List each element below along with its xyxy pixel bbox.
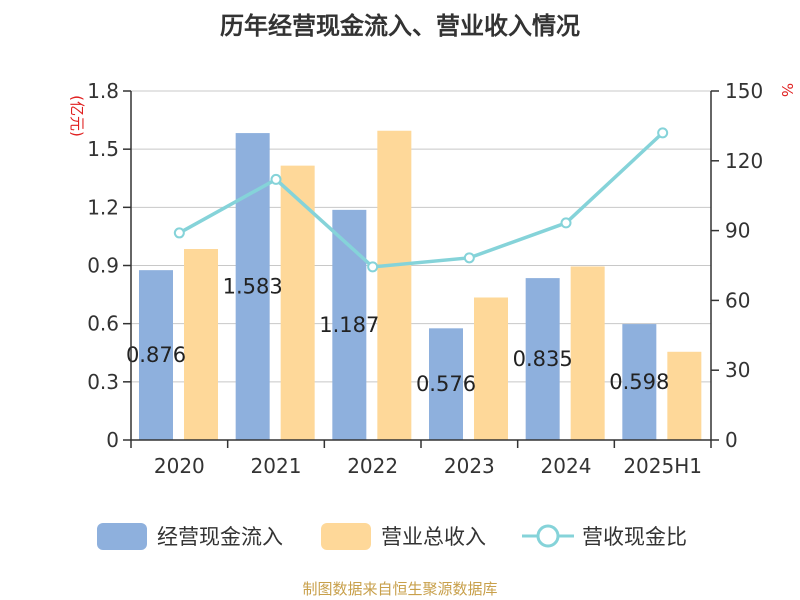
left-tick-label: 1.8 — [87, 79, 119, 103]
data-label-cash-inflow: 0.576 — [416, 372, 476, 396]
legend-swatch-cash-inflow — [97, 522, 147, 550]
data-label-cash-inflow: 0.598 — [609, 370, 669, 394]
right-tick-label: 60 — [725, 288, 750, 312]
bar-cash-inflow — [525, 278, 560, 440]
bar-revenue — [377, 130, 412, 440]
right-axis-title: % — [778, 83, 796, 97]
legend-item-ratio[interactable]: 营收现金比 — [522, 516, 687, 556]
x-tick-label: 2024 — [541, 454, 592, 478]
right-tick-label: 150 — [725, 79, 763, 103]
x-tick-label: 2022 — [347, 454, 398, 478]
right-tick-label: 120 — [725, 149, 763, 173]
bar-revenue — [474, 297, 508, 440]
legend-swatch-ratio — [522, 524, 574, 548]
legend: 经营现金流入 营业总收入 营收现金比 — [0, 516, 800, 556]
x-tick-label: 2023 — [444, 454, 495, 478]
left-tick-label: 0.9 — [87, 254, 119, 278]
left-tick-label: 1.5 — [87, 137, 119, 161]
legend-item-cash-inflow[interactable]: 经营现金流入 — [97, 516, 283, 556]
point-ratio — [657, 127, 669, 139]
left-tick-label: 1.2 — [87, 195, 119, 219]
left-tick-label: 0 — [106, 428, 119, 452]
right-tick-label: 0 — [725, 428, 738, 452]
data-label-cash-inflow: 1.187 — [319, 313, 379, 337]
left-tick-label: 0.3 — [87, 370, 119, 394]
source-note: 制图数据来自恒生聚源数据库 — [302, 580, 498, 598]
data-label-cash-inflow: 1.583 — [223, 275, 283, 299]
right-tick-label: 30 — [725, 358, 750, 382]
bar-cash-inflow — [332, 209, 367, 440]
x-tick-label: 2025H1 — [623, 454, 702, 478]
line-ratio — [178, 131, 664, 269]
legend-label-cash-inflow: 经营现金流入 — [157, 525, 283, 549]
bar-revenue — [570, 266, 605, 440]
bar-revenue — [280, 165, 315, 440]
left-axis-title: (亿元) — [68, 95, 86, 137]
right-tick-label: 90 — [725, 219, 750, 243]
point-ratio — [560, 217, 572, 229]
point-ratio — [173, 227, 185, 239]
bar-cash-inflow — [429, 328, 463, 440]
legend-label-ratio: 营收现金比 — [582, 525, 687, 549]
bar-cash-inflow — [139, 270, 173, 440]
point-ratio — [463, 252, 475, 264]
legend-item-revenue[interactable]: 营业总收入 — [321, 516, 486, 556]
bar-cash-inflow — [622, 324, 657, 440]
legend-label-revenue: 营业总收入 — [381, 525, 486, 549]
point-ratio — [367, 261, 379, 273]
bar-revenue — [667, 351, 702, 440]
data-label-cash-inflow: 0.876 — [126, 343, 186, 367]
data-label-cash-inflow: 0.835 — [513, 347, 573, 371]
bar-revenue — [184, 249, 218, 440]
point-ratio — [270, 173, 282, 185]
legend-swatch-revenue — [321, 522, 371, 550]
chart-title: 历年经营现金流入、营业收入情况 — [220, 12, 580, 40]
x-tick-label: 2021 — [251, 454, 302, 478]
x-tick-label: 2020 — [154, 454, 205, 478]
left-tick-label: 0.6 — [87, 312, 119, 336]
